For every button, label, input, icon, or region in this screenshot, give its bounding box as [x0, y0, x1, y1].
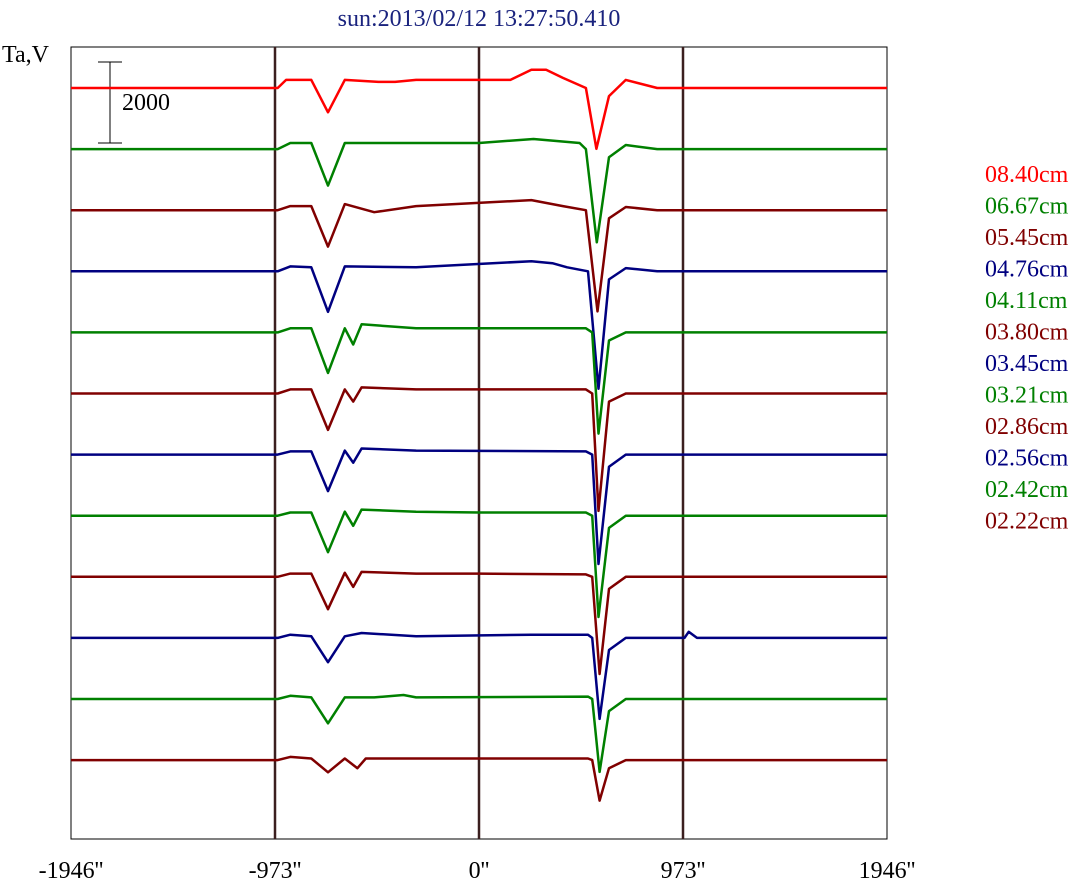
- legend-entry-08.40cm: 08.40cm: [985, 162, 1069, 188]
- legend-entry-03.21cm: 03.21cm: [985, 383, 1069, 409]
- legend-entry-03.80cm: 03.80cm: [985, 320, 1069, 346]
- series-line-06.67cm: [71, 137, 887, 244]
- legend-entry-02.86cm: 02.86cm: [985, 414, 1069, 440]
- series-line-02.86cm: [71, 570, 887, 676]
- series-line-03.80cm: [71, 386, 887, 513]
- series-line-02.22cm: [71, 755, 887, 802]
- series-line-02.56cm: [71, 630, 887, 721]
- series-line-04.11cm: [71, 323, 887, 435]
- x-tick-label: 1946'': [859, 858, 916, 884]
- series-line-04.76cm: [71, 259, 887, 391]
- x-tick-label: -973'': [249, 858, 302, 884]
- y-axis-label: Ta,V: [2, 42, 50, 68]
- legend-entry-05.45cm: 05.45cm: [985, 225, 1069, 251]
- x-tick-label: 0'': [469, 858, 490, 884]
- scale-bar: 2000: [98, 61, 170, 144]
- legend-entry-02.56cm: 02.56cm: [985, 446, 1069, 472]
- series-lines: [71, 68, 887, 802]
- legend-entry-02.42cm: 02.42cm: [985, 477, 1069, 503]
- series-line-03.21cm: [71, 508, 887, 619]
- vertical-reference-lines: [273, 47, 685, 839]
- legend: 08.40cm 06.67cm 05.45cm 04.76cm 04.11cm 03.80…: [985, 162, 1069, 535]
- series-line-08.40cm: [71, 68, 887, 151]
- series-line-02.42cm: [71, 693, 887, 774]
- x-tick-label: 973'': [661, 858, 706, 884]
- x-tick-labels: -1946'' -973'' 0'' 973'' 1946'': [39, 858, 916, 884]
- legend-entry-06.67cm: 06.67cm: [985, 194, 1069, 220]
- series-line-05.45cm: [71, 198, 887, 313]
- legend-entry-04.11cm: 04.11cm: [985, 288, 1068, 314]
- legend-entry-04.76cm: 04.76cm: [985, 257, 1069, 283]
- chart-title: sun:2013/02/12 13:27:50.410: [338, 6, 621, 32]
- x-tick-label: -1946'': [39, 858, 104, 884]
- legend-entry-02.22cm: 02.22cm: [985, 509, 1069, 535]
- scale-bar-label: 2000: [122, 90, 170, 116]
- legend-entry-03.45cm: 03.45cm: [985, 351, 1069, 377]
- series-line-03.45cm: [71, 447, 887, 566]
